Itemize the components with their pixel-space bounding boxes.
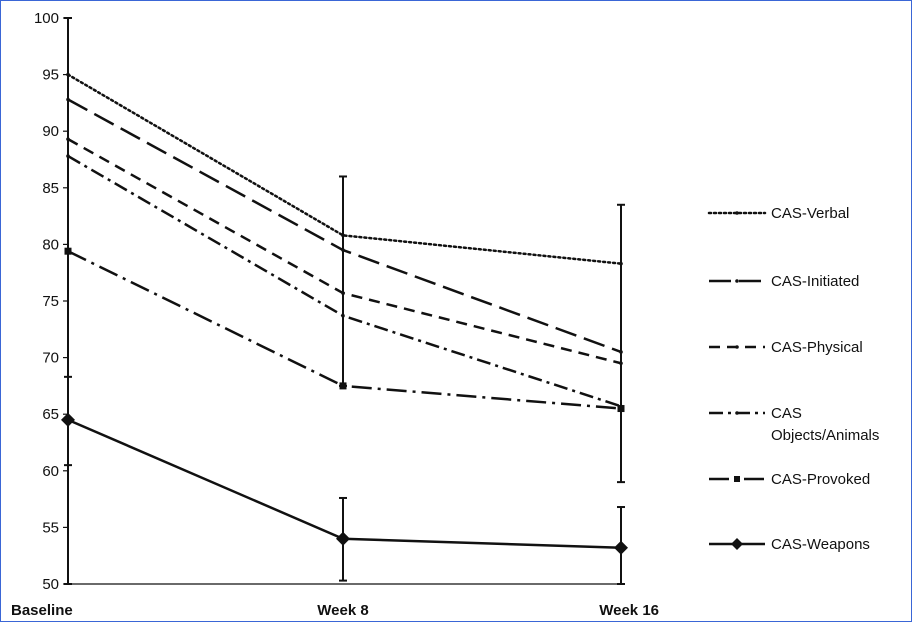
y-tick-label: 75 [42,293,59,310]
legend-item-cas-verbal: CAS-Verbal [707,205,849,222]
data-point-cas-physical [66,137,70,141]
data-point-cas-provoked [617,405,625,413]
data-point-cas-weapons [336,531,350,546]
series-line-cas-objects-animals [67,155,622,408]
legend-item-cas-initiated: CAS-Initiated [709,273,859,290]
series-lines [61,72,628,555]
data-point-cas-objects-animals [66,154,70,158]
legend-label-cas-provoked: CAS-Provoked [771,471,870,488]
y-tick-label: 100 [34,10,59,27]
data-point-cas-physical [341,291,345,295]
tick-labels: 50 55 60 65 70 75 80 85 90 95 100 Baseline Week 8 Wee… [11,10,659,619]
series-line-cas-verbal [66,73,623,265]
legend-item-cas-weapons: CAS-Weapons [709,536,870,553]
y-tick-label: 70 [42,350,59,367]
y-tick-label: 55 [42,519,59,536]
data-point-cas-verbal [66,72,70,77]
y-tick-label: 60 [42,463,59,480]
y-tick-label: 80 [42,236,59,253]
y-tick-label: 65 [42,406,59,423]
x-tick-label: Week 8 [317,602,368,619]
legend-label-cas-initiated: CAS-Initiated [771,273,859,290]
legend: CAS-Verbal CAS-Initiated CAS-Physical CAS Ob… [707,205,879,553]
series-line-cas-weapons [67,418,622,550]
legend-marker [735,211,739,215]
y-tick-label: 90 [42,123,59,140]
data-point-cas-objects-animals [341,313,345,318]
legend-item-cas-objects-animals: CAS Objects/Animals [709,405,879,444]
data-point-cas-provoked [339,382,347,390]
legend-label-cas-weapons: CAS-Weapons [771,536,870,553]
legend-label-cas-physical: CAS-Physical [771,339,863,356]
y-tick-label: 50 [42,576,59,593]
x-tick-label: Week 16 [599,602,659,619]
data-point-cas-verbal [341,233,345,238]
data-point-cas-weapons [61,412,75,427]
legend-marker [735,345,739,349]
data-point-cas-physical [619,361,623,366]
y-tick-label: 95 [42,67,59,84]
legend-item-cas-physical: CAS-Physical [709,339,863,356]
legend-marker [735,279,739,283]
legend-item-cas-provoked: CAS-Provoked [709,471,870,488]
data-point-cas-initiated [66,97,70,102]
series-line-cas-initiated [67,98,622,354]
data-point-cas-initiated [341,248,345,252]
x-tick-label: Baseline [11,602,73,619]
y-tick-label: 85 [42,180,59,197]
legend-marker [734,476,740,482]
legend-marker [735,411,739,415]
data-point-cas-weapons [614,540,628,555]
legend-label-cas-verbal: CAS-Verbal [771,205,849,222]
data-point-cas-initiated [619,350,623,354]
legend-label-cas-objects-animals: CAS Objects/Animals [771,405,879,444]
data-point-cas-verbal [619,261,623,266]
legend-marker [731,538,743,550]
error-bars [64,17,625,585]
data-point-cas-provoked [64,247,72,255]
